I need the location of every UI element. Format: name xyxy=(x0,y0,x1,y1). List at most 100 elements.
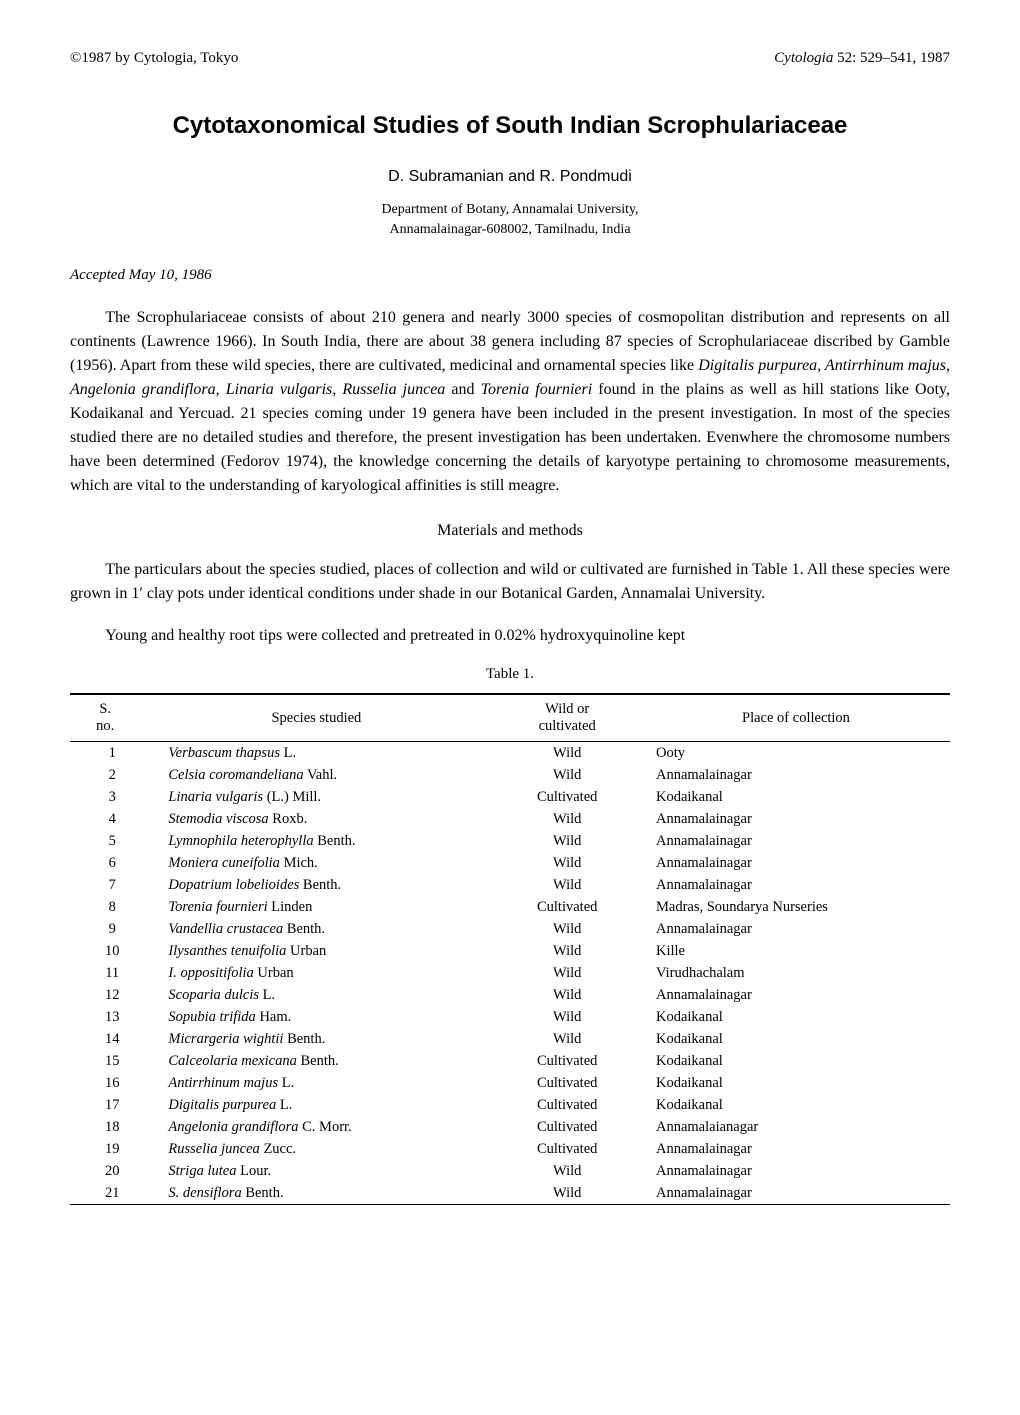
table-row: 17Digitalis purpurea L.CultivatedKodaika… xyxy=(70,1094,950,1116)
affiliation-line-1: Department of Botany, Annamalai Universi… xyxy=(70,200,950,220)
cell-sno: 11 xyxy=(70,962,140,984)
cell-wild: Wild xyxy=(492,918,642,940)
cell-wild: Cultivated xyxy=(492,1138,642,1160)
cell-sno: 17 xyxy=(70,1094,140,1116)
table-row: 15Calceolaria mexicana Benth.CultivatedK… xyxy=(70,1050,950,1072)
cell-species: Calceolaria mexicana Benth. xyxy=(140,1050,492,1072)
affiliation-line-2: Annamalainagar-608002, Tamilnadu, India xyxy=(70,220,950,240)
cell-sno: 6 xyxy=(70,852,140,874)
cell-species: Moniera cuneifolia Mich. xyxy=(140,852,492,874)
table-row: 8Torenia fournieri LindenCultivatedMadra… xyxy=(70,896,950,918)
table-header-row: S.no. Species studied Wild orcultivated … xyxy=(70,694,950,742)
cell-place: Kille xyxy=(642,940,950,962)
cell-sno: 10 xyxy=(70,940,140,962)
table-row: 2Celsia coromandeliana Vahl.WildAnnamala… xyxy=(70,764,950,786)
cell-species: Vandellia crustacea Benth. xyxy=(140,918,492,940)
cell-place: Annamalainagar xyxy=(642,852,950,874)
table-row: 13Sopubia trifida Ham.WildKodaikanal xyxy=(70,1006,950,1028)
cell-wild: Wild xyxy=(492,1006,642,1028)
cell-species: Linaria vulgaris (L.) Mill. xyxy=(140,786,492,808)
cell-place: Annamalainagar xyxy=(642,1160,950,1182)
col-header-wild: Wild orcultivated xyxy=(492,694,642,742)
cell-species: Ilysanthes tenuifolia Urban xyxy=(140,940,492,962)
species-table: S.no. Species studied Wild orcultivated … xyxy=(70,693,950,1205)
accepted-date: Accepted May 10, 1986 xyxy=(70,267,950,284)
table-row: 9Vandellia crustacea Benth.WildAnnamalai… xyxy=(70,918,950,940)
cell-sno: 13 xyxy=(70,1006,140,1028)
cell-species: Torenia fournieri Linden xyxy=(140,896,492,918)
cell-place: Annamalainagar xyxy=(642,1138,950,1160)
cell-sno: 3 xyxy=(70,786,140,808)
cell-wild: Cultivated xyxy=(492,1050,642,1072)
table-caption: Table 1. xyxy=(70,666,950,683)
cell-sno: 8 xyxy=(70,896,140,918)
cell-sno: 21 xyxy=(70,1182,140,1205)
cell-place: Annamalainagar xyxy=(642,830,950,852)
cell-wild: Wild xyxy=(492,984,642,1006)
cell-species: Lymnophila heterophylla Benth. xyxy=(140,830,492,852)
cell-sno: 20 xyxy=(70,1160,140,1182)
cell-sno: 1 xyxy=(70,742,140,765)
cell-wild: Cultivated xyxy=(492,896,642,918)
cell-species: Sopubia trifida Ham. xyxy=(140,1006,492,1028)
cell-wild: Cultivated xyxy=(492,1116,642,1138)
cell-species: I. oppositifolia Urban xyxy=(140,962,492,984)
cell-place: Kodaikanal xyxy=(642,1050,950,1072)
affiliation: Department of Botany, Annamalai Universi… xyxy=(70,200,950,239)
cell-sno: 14 xyxy=(70,1028,140,1050)
citation-text: Cytologia 52: 529–541, 1987 xyxy=(774,50,950,67)
page-header: ©1987 by Cytologia, Tokyo Cytologia 52: … xyxy=(70,50,950,67)
cell-wild: Wild xyxy=(492,742,642,765)
cell-place: Annamalainagar xyxy=(642,764,950,786)
cell-species: Dopatrium lobelioides Benth. xyxy=(140,874,492,896)
cell-wild: Wild xyxy=(492,940,642,962)
cell-place: Annamalainagar xyxy=(642,1182,950,1205)
cell-wild: Wild xyxy=(492,852,642,874)
cell-sno: 15 xyxy=(70,1050,140,1072)
cell-place: Kodaikanal xyxy=(642,1028,950,1050)
cell-species: Micrargeria wightii Benth. xyxy=(140,1028,492,1050)
methods-paragraph-1: The particulars about the species studie… xyxy=(70,558,950,606)
cell-species: Striga lutea Lour. xyxy=(140,1160,492,1182)
table-row: 16Antirrhinum majus L.CultivatedKodaikan… xyxy=(70,1072,950,1094)
cell-wild: Cultivated xyxy=(492,1094,642,1116)
table-body: 1Verbascum thapsus L.WildOoty2Celsia cor… xyxy=(70,742,950,1205)
cell-place: Annamalainagar xyxy=(642,918,950,940)
table-row: 5Lymnophila heterophylla Benth.WildAnnam… xyxy=(70,830,950,852)
cell-sno: 19 xyxy=(70,1138,140,1160)
cell-sno: 18 xyxy=(70,1116,140,1138)
cell-wild: Wild xyxy=(492,1160,642,1182)
cell-wild: Wild xyxy=(492,962,642,984)
col-header-species: Species studied xyxy=(140,694,492,742)
table-row: 12Scoparia dulcis L.WildAnnamalainagar xyxy=(70,984,950,1006)
cell-wild: Cultivated xyxy=(492,1072,642,1094)
article-title: Cytotaxonomical Studies of South Indian … xyxy=(70,112,950,140)
authors: D. Subramanian and R. Pondmudi xyxy=(70,168,950,186)
cell-sno: 5 xyxy=(70,830,140,852)
table-row: 6Moniera cuneifolia Mich.WildAnnamalaina… xyxy=(70,852,950,874)
cell-place: Annamalainagar xyxy=(642,808,950,830)
cell-wild: Wild xyxy=(492,1182,642,1205)
cell-species: Antirrhinum majus L. xyxy=(140,1072,492,1094)
cell-sno: 16 xyxy=(70,1072,140,1094)
table-row: 14Micrargeria wightii Benth.WildKodaikan… xyxy=(70,1028,950,1050)
cell-place: Kodaikanal xyxy=(642,1006,950,1028)
cell-wild: Cultivated xyxy=(492,786,642,808)
cell-wild: Wild xyxy=(492,830,642,852)
intro-paragraph: The Scrophulariaceae consists of about 2… xyxy=(70,306,950,498)
cell-wild: Wild xyxy=(492,808,642,830)
section-heading-materials: Materials and methods xyxy=(70,522,950,540)
cell-wild: Wild xyxy=(492,764,642,786)
col-header-place: Place of collection xyxy=(642,694,950,742)
table-row: 10Ilysanthes tenuifolia UrbanWildKille xyxy=(70,940,950,962)
cell-wild: Wild xyxy=(492,1028,642,1050)
table-row: 1Verbascum thapsus L.WildOoty xyxy=(70,742,950,765)
table-row: 19Russelia juncea Zucc.CultivatedAnnamal… xyxy=(70,1138,950,1160)
cell-wild: Wild xyxy=(492,874,642,896)
cell-species: Angelonia grandiflora C. Morr. xyxy=(140,1116,492,1138)
cell-place: Kodaikanal xyxy=(642,1094,950,1116)
table-row: 4Stemodia viscosa Roxb.WildAnnamalainaga… xyxy=(70,808,950,830)
cell-sno: 2 xyxy=(70,764,140,786)
table-row: 7Dopatrium lobelioides Benth.WildAnnamal… xyxy=(70,874,950,896)
cell-sno: 9 xyxy=(70,918,140,940)
